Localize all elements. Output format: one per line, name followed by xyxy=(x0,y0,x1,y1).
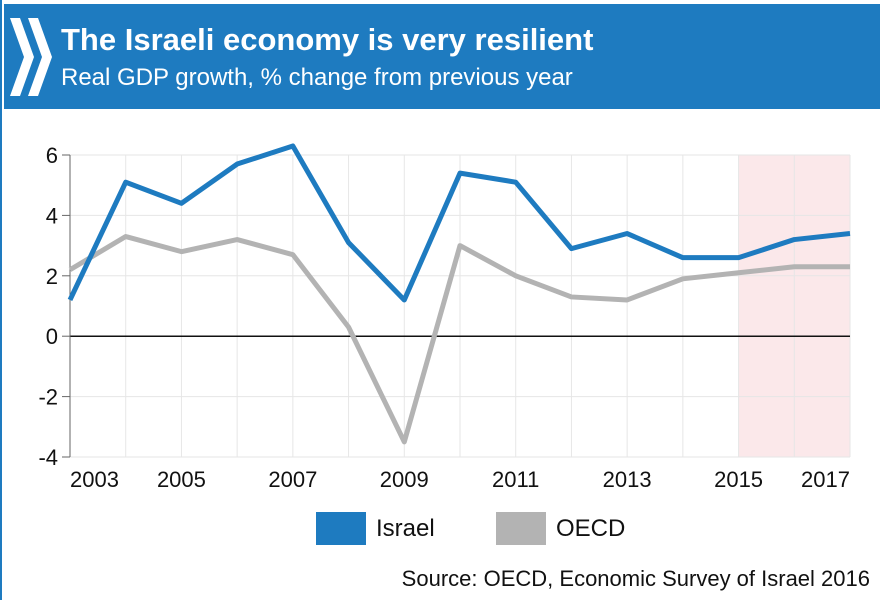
legend-label-oecd: OECD xyxy=(556,514,626,542)
y-axis: 6 4 2 0 -2 -4 xyxy=(38,143,71,470)
series-line-oecd xyxy=(68,234,850,445)
x-tick-label: 2015 xyxy=(714,467,763,492)
y-tick-label: 4 xyxy=(46,203,58,228)
x-tick-label: 2017 xyxy=(801,467,850,492)
y-tick-label: 2 xyxy=(46,264,58,289)
oecd-chevron-logo xyxy=(10,18,52,96)
y-tick-label: -4 xyxy=(38,445,58,470)
y-tick-label: -2 xyxy=(38,385,58,410)
chart-subtitle: Real GDP growth, % change from previous … xyxy=(61,64,573,91)
legend-item-israel: Israel xyxy=(316,512,435,545)
legend-swatch-oecd xyxy=(496,512,546,545)
source-note: Source: OECD, Economic Survey of Israel … xyxy=(401,566,870,591)
x-axis: 2003 2005 2007 2009 2011 2013 2015 2017 xyxy=(70,467,850,492)
chart-header: The Israeli economy is very resilient Re… xyxy=(4,4,880,109)
series-line-israel xyxy=(67,143,851,303)
x-tick-label: 2007 xyxy=(268,467,317,492)
legend-label-israel: Israel xyxy=(376,514,435,542)
y-tick-label: 6 xyxy=(46,143,58,168)
series-layer xyxy=(67,143,851,445)
x-tick-label: 2005 xyxy=(157,467,206,492)
x-tick-label: 2009 xyxy=(380,467,429,492)
chart-title: The Israeli economy is very resilient xyxy=(61,22,594,57)
legend-swatch-israel xyxy=(316,512,366,545)
x-tick-label: 2003 xyxy=(70,467,119,492)
x-tick-label: 2011 xyxy=(492,467,539,492)
x-tick-label: 2013 xyxy=(603,467,652,492)
legend-item-oecd: OECD xyxy=(496,512,625,545)
y-tick-label: 0 xyxy=(46,324,58,349)
